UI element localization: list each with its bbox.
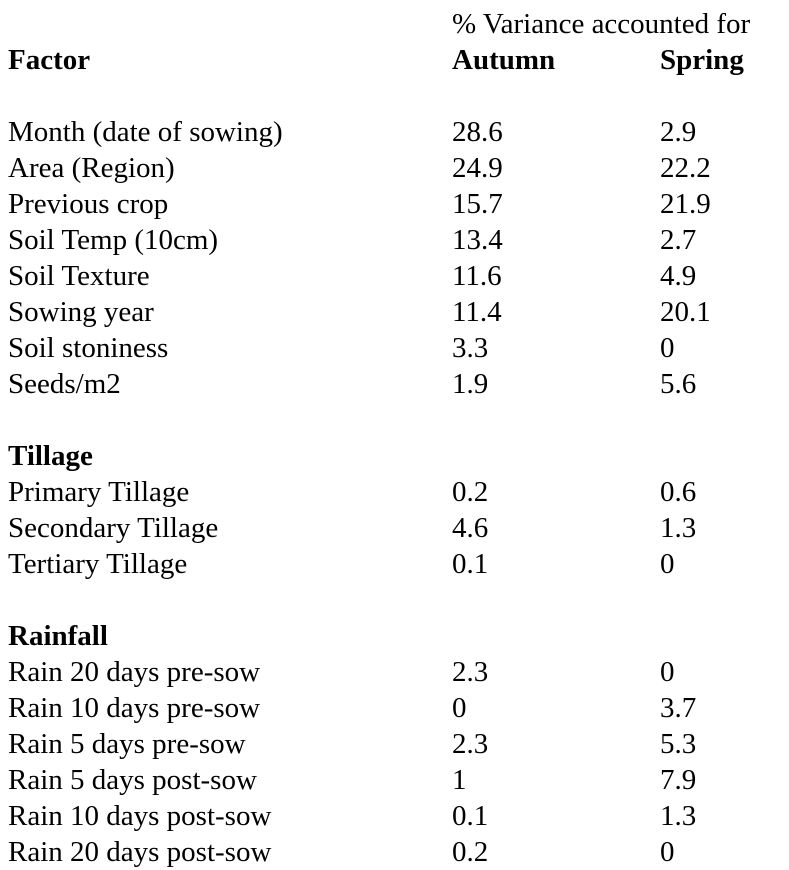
table-row: Tertiary Tillage 0.1 0 xyxy=(8,546,789,582)
autumn-value: 11.6 xyxy=(452,260,502,292)
section-title: Tillage xyxy=(8,440,93,472)
autumn-value: 13.4 xyxy=(452,224,503,256)
table-row: Primary Tillage 0.2 0.6 xyxy=(8,474,789,510)
autumn-value: 0.1 xyxy=(452,548,489,580)
spring-value: 7.9 xyxy=(660,764,697,796)
factor-label: Tertiary Tillage xyxy=(8,548,188,580)
autumn-value: 1 xyxy=(452,764,467,796)
spring-value: 0.6 xyxy=(660,476,697,508)
spring-value: 5.3 xyxy=(660,728,697,760)
table-row: Rain 20 days post-sow 0.2 0 xyxy=(8,834,789,870)
spring-value: 3.7 xyxy=(660,692,697,724)
table-row: Rain 5 days pre-sow 2.3 5.3 xyxy=(8,726,789,762)
section-header-tillage: Tillage xyxy=(8,438,789,474)
autumn-value: 3.3 xyxy=(452,332,489,364)
autumn-value: 0.2 xyxy=(452,836,489,868)
section-gap xyxy=(8,78,789,114)
variance-title: % Variance accounted for xyxy=(452,8,751,40)
factor-label: Month (date of sowing) xyxy=(8,116,283,148)
section-title: Rainfall xyxy=(8,620,108,652)
autumn-value: 11.4 xyxy=(452,296,502,328)
table-row: Soil Texture 11.6 4.9 xyxy=(8,258,789,294)
spring-value: 1.3 xyxy=(660,512,697,544)
factor-label: Rain 5 days pre-sow xyxy=(8,728,246,760)
factor-label: Seeds/m2 xyxy=(8,368,121,400)
table-row: Month (date of sowing) 28.6 2.9 xyxy=(8,114,789,150)
spring-value: 21.9 xyxy=(660,188,711,220)
autumn-value: 15.7 xyxy=(452,188,503,220)
table-row: Area (Region) 24.9 22.2 xyxy=(8,150,789,186)
autumn-value: 1.9 xyxy=(452,368,489,400)
table-header-row-variance: % Variance accounted for xyxy=(8,6,789,42)
autumn-value: 4.6 xyxy=(452,512,489,544)
factor-label: Soil Temp (10cm) xyxy=(8,224,219,256)
spring-value: 5.6 xyxy=(660,368,697,400)
autumn-value: 2.3 xyxy=(452,656,489,688)
spring-value: 1.3 xyxy=(660,800,697,832)
table-row: Previous crop 15.7 21.9 xyxy=(8,186,789,222)
table-row: Rain 10 days pre-sow 0 3.7 xyxy=(8,690,789,726)
header-empty-cell xyxy=(8,6,452,42)
spring-value: 0 xyxy=(660,332,675,364)
spring-value: 0 xyxy=(660,548,675,580)
factor-label: Rain 20 days post-sow xyxy=(8,836,272,868)
column-header-factor: Factor xyxy=(8,44,91,76)
table-row: Seeds/m2 1.9 5.6 xyxy=(8,366,789,402)
factor-label: Soil Texture xyxy=(8,260,150,292)
spring-value: 2.7 xyxy=(660,224,697,256)
factor-label: Rain 10 days post-sow xyxy=(8,800,272,832)
factor-label: Primary Tillage xyxy=(8,476,190,508)
section-gap xyxy=(8,582,789,618)
autumn-value: 0.1 xyxy=(452,800,489,832)
table-row: Secondary Tillage 4.6 1.3 xyxy=(8,510,789,546)
autumn-value: 0.2 xyxy=(452,476,489,508)
factor-label: Rain 20 days pre-sow xyxy=(8,656,261,688)
factor-label: Rain 10 days pre-sow xyxy=(8,692,261,724)
table-row: Soil stoniness 3.3 0 xyxy=(8,330,789,366)
spring-value: 22.2 xyxy=(660,152,711,184)
spring-value: 20.1 xyxy=(660,296,711,328)
spring-value: 0 xyxy=(660,656,675,688)
factor-label: Previous crop xyxy=(8,188,169,220)
autumn-value: 24.9 xyxy=(452,152,503,184)
factor-label: Soil stoniness xyxy=(8,332,169,364)
spring-value: 4.9 xyxy=(660,260,697,292)
factor-label: Secondary Tillage xyxy=(8,512,219,544)
autumn-value: 2.3 xyxy=(452,728,489,760)
table-row: Rain 5 days post-sow 1 7.9 xyxy=(8,762,789,798)
spring-value: 2.9 xyxy=(660,116,697,148)
autumn-value: 28.6 xyxy=(452,116,503,148)
column-header-autumn: Autumn xyxy=(452,44,556,76)
spring-value: 0 xyxy=(660,836,675,868)
table-row: Sowing year 11.4 20.1 xyxy=(8,294,789,330)
table-row: Rain 20 days pre-sow 2.3 0 xyxy=(8,654,789,690)
table-row: Rain 10 days post-sow 0.1 1.3 xyxy=(8,798,789,834)
factor-label: Area (Region) xyxy=(8,152,175,184)
section-gap xyxy=(8,402,789,438)
section-header-rainfall: Rainfall xyxy=(8,618,789,654)
table-header-row-columns: Factor Autumn Spring xyxy=(8,42,789,78)
factor-label: Sowing year xyxy=(8,296,154,328)
table-row: Soil Temp (10cm) 13.4 2.7 xyxy=(8,222,789,258)
column-header-spring: Spring xyxy=(660,44,744,76)
factor-label: Rain 5 days post-sow xyxy=(8,764,257,796)
autumn-value: 0 xyxy=(452,692,467,724)
